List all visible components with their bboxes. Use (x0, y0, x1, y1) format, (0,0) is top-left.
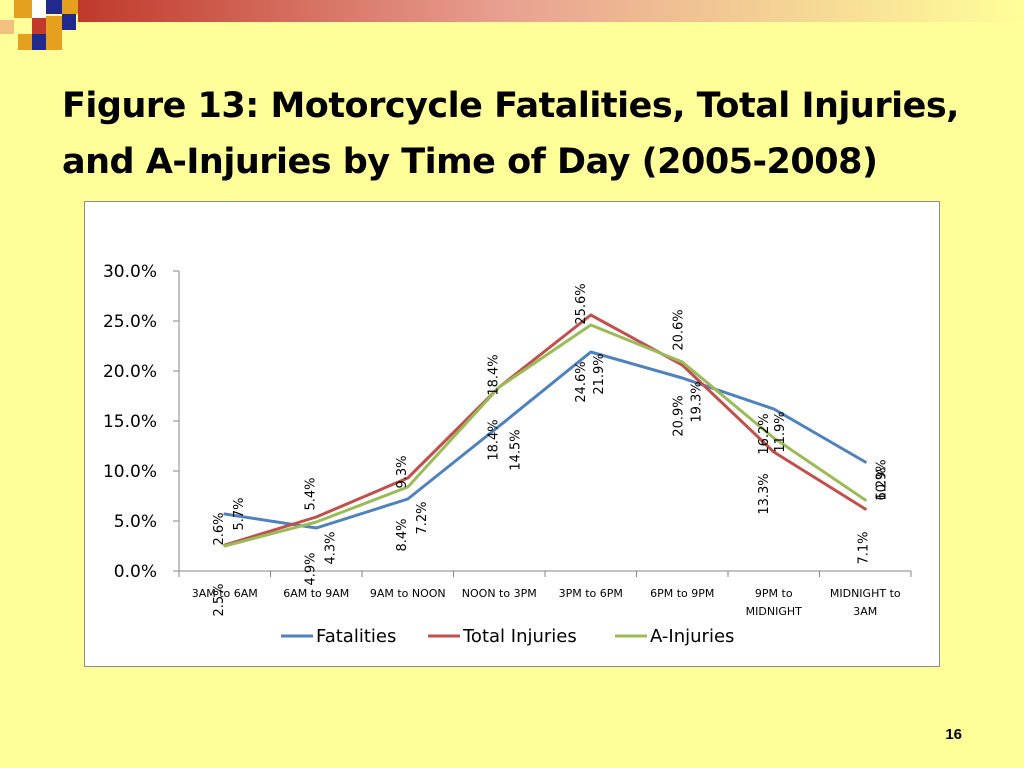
x-category-label: MIDNIGHT to (830, 587, 901, 600)
series-line (223, 350, 867, 530)
data-label-fatalities: 19.3% (689, 381, 704, 422)
data-label-total-injuries: 18.4% (486, 354, 501, 395)
data-label-total-injuries: 11.9% (773, 411, 788, 452)
y-tick-label: 30.0% (103, 262, 157, 282)
legend-label: A-Injuries (650, 626, 734, 647)
data-label-fatalities: 14.5% (508, 429, 523, 470)
data-label-a-injuries: 4.9% (303, 552, 318, 585)
page-number: 16 (945, 726, 962, 743)
line-chart: 0.0% 5.0% 10.0% 15.0% 20.0% 25.0% 30.0% 3AM to … (103, 262, 912, 647)
data-label-fatalities: 5.7% (232, 497, 247, 530)
data-label-total-injuries: 20.6% (671, 309, 686, 350)
data-label-fatalities: 4.3% (323, 531, 338, 564)
header-decoration (0, 0, 1024, 50)
x-category-label: 9AM to NOON (370, 587, 446, 600)
y-tick-label: 20.0% (103, 362, 157, 382)
legend-label: Total Injuries (462, 626, 577, 647)
data-label-fatalities: 16.2% (757, 413, 772, 454)
data-label-fatalities: 21.9% (592, 353, 607, 394)
data-label-a-injuries: 7.1% (856, 531, 871, 564)
x-category-label: 3AM (853, 605, 877, 618)
x-category-label: 9PM to (755, 587, 793, 600)
data-label-total-injuries: 9.3% (395, 455, 410, 488)
x-category-label: 3PM to 6PM (559, 587, 623, 600)
x-category-label: 6PM to 9PM (650, 587, 714, 600)
data-label-total-injuries: 2.6% (212, 512, 227, 545)
data-label-total-injuries: 5.4% (303, 477, 318, 510)
y-tick-label: 0.0% (114, 562, 157, 582)
x-category-label: 3AM to 6AM (192, 587, 258, 600)
data-label-fatalities: 10.9% (874, 459, 889, 500)
y-tick-label: 10.0% (103, 462, 157, 482)
data-label-a-injuries: 18.4% (486, 419, 501, 460)
data-label-a-injuries: 8.4% (395, 518, 410, 551)
x-category-label: 6AM to 9AM (283, 587, 349, 600)
x-category-label: MIDNIGHT (746, 605, 802, 618)
y-tick-label: 5.0% (114, 512, 157, 532)
data-label-fatalities: 7.2% (415, 501, 430, 534)
data-label-a-injuries: 2.5% (212, 583, 227, 616)
data-label-total-injuries: 25.6% (574, 283, 589, 324)
x-category-label: NOON to 3PM (462, 587, 537, 600)
slide-title: Figure 13: Motorcycle Fatalities, Total … (62, 86, 959, 182)
series-line (223, 323, 867, 548)
data-label-total-injuries: 6.2% (874, 467, 889, 500)
data-label-a-injuries: 20.9% (671, 395, 686, 436)
y-tick-label: 15.0% (103, 412, 157, 432)
chart-container: 0.0% 5.0% 10.0% 15.0% 20.0% 25.0% 30.0% 3AM to … (84, 201, 940, 667)
data-label-a-injuries: 24.6% (574, 361, 589, 402)
legend-label: Fatalities (316, 626, 396, 647)
series-line (223, 313, 867, 547)
data-label-a-injuries: 13.3% (757, 473, 772, 514)
y-tick-label: 25.0% (103, 312, 157, 332)
